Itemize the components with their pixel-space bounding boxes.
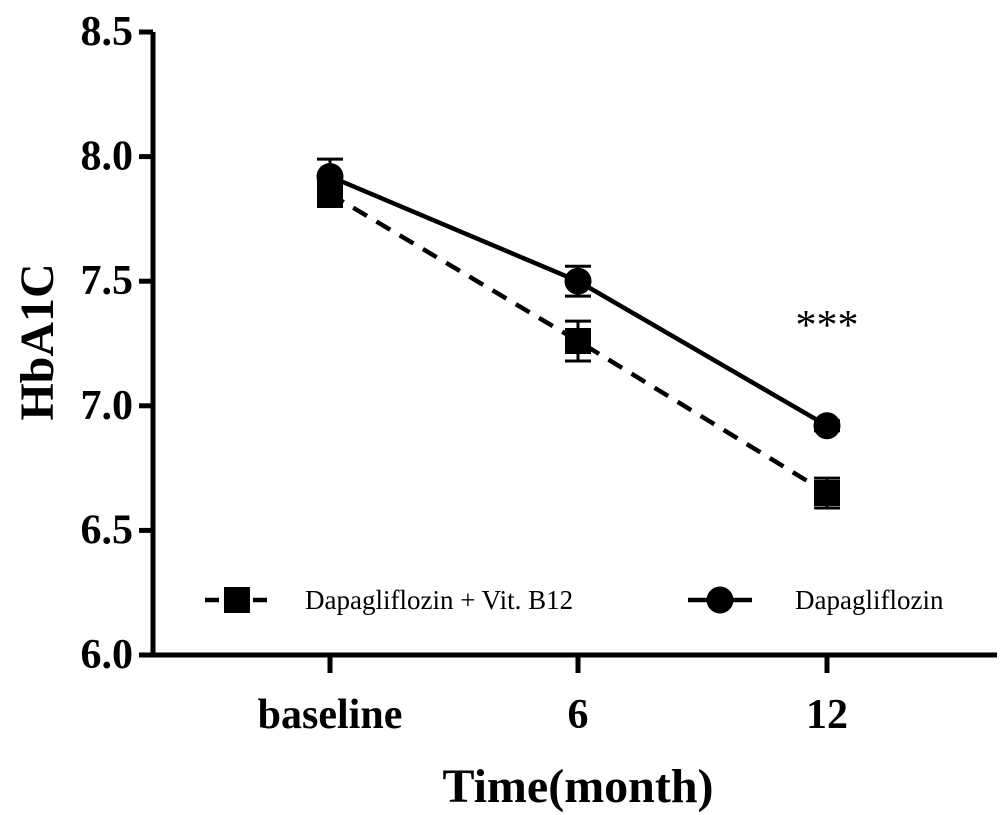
legend: Dapagliflozin + Vit. B12 Dapagliflozin: [205, 585, 944, 615]
annotation-layer: ***: [796, 303, 859, 349]
legend-label: Dapagliflozin: [795, 585, 944, 615]
y-tick-label: 8.0: [81, 134, 134, 180]
y-axis: 6.0 6.5 7.0 7.5 8.0 8.5: [81, 9, 156, 678]
data-point: [316, 163, 344, 191]
series-dapagliflozin-vit-b12: [317, 180, 840, 510]
legend-item: Dapagliflozin: [688, 585, 944, 615]
series-layer: [316, 157, 841, 510]
y-tick-label: 6.5: [81, 507, 134, 553]
series-dapagliflozin: [316, 157, 841, 440]
x-tick-label: baseline: [258, 692, 403, 738]
legend-marker: [706, 586, 734, 614]
series-line: [328, 192, 829, 495]
legend-marker: [224, 587, 250, 613]
significance-annotation: ***: [796, 303, 859, 349]
x-axis: baseline 6 12: [151, 652, 997, 738]
data-point: [565, 328, 591, 355]
x-axis-title: Time(month): [442, 760, 713, 813]
data-point: [813, 412, 841, 440]
x-tick-label: 6: [568, 692, 589, 738]
legend-item: Dapagliflozin + Vit. B12: [205, 585, 573, 615]
legend-label: Dapagliflozin + Vit. B12: [305, 585, 573, 615]
series-line: [329, 174, 829, 428]
y-tick-label: 7.0: [81, 383, 134, 429]
y-axis-title: HbA1C: [11, 263, 64, 420]
y-tick-label: 6.0: [81, 632, 134, 678]
data-point: [564, 267, 592, 295]
x-tick-label: 12: [806, 692, 848, 738]
y-tick-label: 7.5: [81, 258, 134, 304]
data-point: [814, 480, 840, 507]
y-tick-label: 8.5: [81, 9, 134, 55]
